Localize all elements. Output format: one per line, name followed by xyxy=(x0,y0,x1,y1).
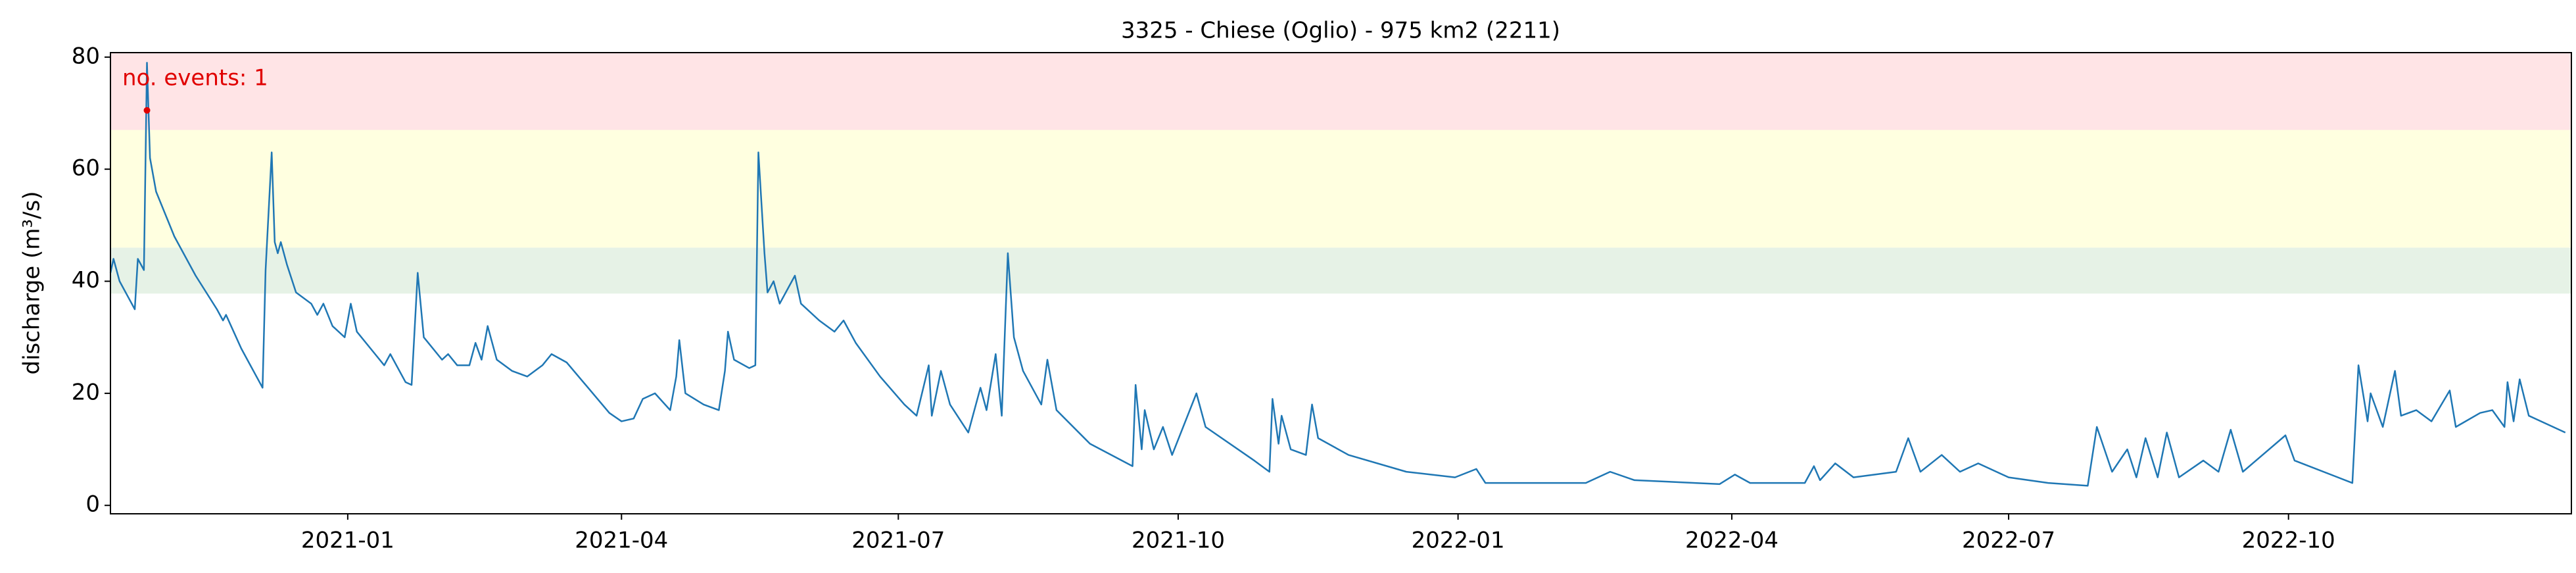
y-tick-label: 0 xyxy=(85,491,100,518)
x-tick-label: 2022-04 xyxy=(1685,528,1778,554)
y-tick-label: 20 xyxy=(72,379,100,405)
y-tick-label: 80 xyxy=(72,43,100,69)
x-tick-label: 2021-07 xyxy=(851,528,945,554)
x-tick-label: 2021-10 xyxy=(1132,528,1225,554)
y-tick-label: 60 xyxy=(72,155,100,182)
x-tick-label: 2022-10 xyxy=(2242,528,2335,554)
event-marker xyxy=(143,107,151,114)
x-tick-label: 2022-07 xyxy=(1962,528,2055,554)
bands xyxy=(110,53,2571,294)
plot-area xyxy=(109,62,2566,487)
y-tick-label: 40 xyxy=(72,267,100,293)
y-axis-label: discharge (m³/s) xyxy=(19,191,45,375)
threshold-band xyxy=(110,247,2571,294)
event-annotation: no. events: 1 xyxy=(122,65,268,91)
chart-title: 3325 - Chiese (Oglio) - 975 km2 (2211) xyxy=(1121,18,1560,44)
axes-frame xyxy=(110,52,2572,514)
discharge-line xyxy=(109,62,2566,487)
threshold-band xyxy=(110,53,2571,130)
x-tick-label: 2022-01 xyxy=(1412,528,1505,554)
x-tick-label: 2021-01 xyxy=(301,528,394,554)
x-tick-label: 2021-04 xyxy=(575,528,668,554)
threshold-band xyxy=(110,130,2571,248)
